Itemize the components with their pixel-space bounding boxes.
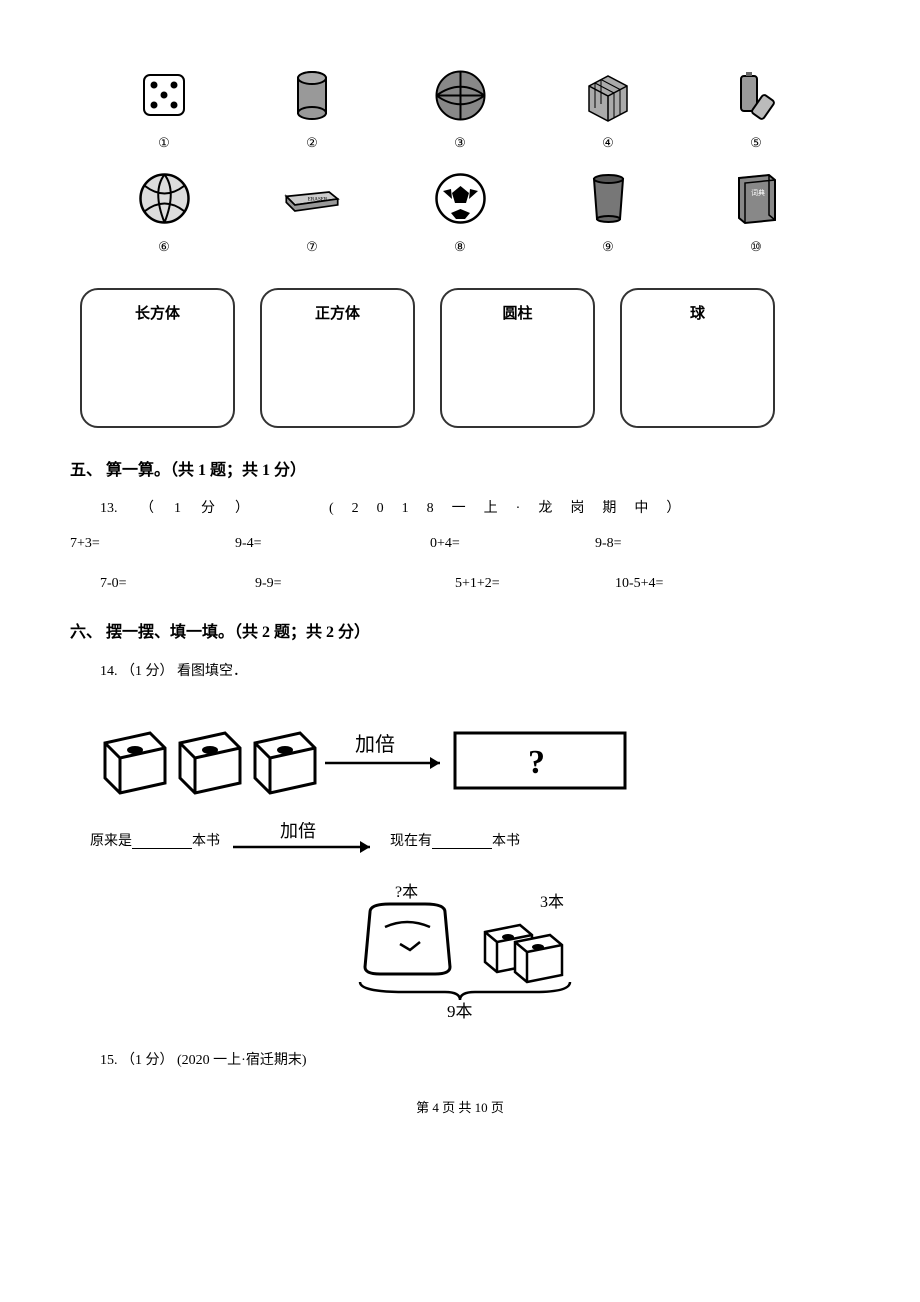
svg-text:3本: 3本 — [540, 893, 564, 911]
eraser-box-icon: ERASER — [282, 169, 342, 229]
batteries-icon — [726, 65, 786, 125]
section-6-header: 六、 摆一摆、填一填。（共 2 题；共 2 分） — [70, 620, 850, 646]
svg-text:加倍: 加倍 — [280, 822, 316, 841]
q14-figure-1: 加倍 ? — [90, 713, 850, 811]
q14-text-after2: 本书 — [492, 831, 520, 853]
shape-item-7: ERASER ⑦ — [267, 169, 357, 258]
calc-cell: 7+3= — [70, 533, 235, 555]
shapes-row-2: ⑥ ERASER ⑦ ⑧ ⑨ 词典 ⑩ — [70, 169, 850, 258]
double-label-text: 加倍 — [355, 733, 395, 756]
q13-source: (2018一上·龙岗期中） — [329, 498, 698, 520]
shape-label: ⑩ — [750, 237, 762, 258]
blank-field[interactable] — [432, 835, 492, 849]
shape-label: ③ — [454, 133, 466, 154]
shape-label: ② — [306, 133, 318, 154]
q14-text-before2: 现在有 — [390, 831, 432, 853]
shape-label: ⑤ — [750, 133, 762, 154]
q14-line: 14. （1 分） 看图填空． — [100, 661, 850, 683]
shape-label: ① — [158, 133, 170, 154]
shape-item-4: ④ — [563, 65, 653, 154]
q13-header-line: 13. （1分） (2018一上·龙岗期中） — [70, 498, 850, 520]
svg-text:?: ? — [528, 744, 545, 781]
shape-item-10: 词典 ⑩ — [711, 169, 801, 258]
shape-item-9: ⑨ — [563, 169, 653, 258]
shape-label: ⑦ — [306, 237, 318, 258]
calc-cell: 9-8= — [595, 533, 755, 555]
shape-item-8: ⑧ — [415, 169, 505, 258]
q14-text-before1: 原来是 — [90, 831, 132, 853]
dice-icon — [134, 65, 194, 125]
calc-cell: 7-0= — [70, 573, 255, 595]
q14-figure-2: ?本 3本 9本 — [70, 882, 850, 1030]
answer-box-cylinder: 圆柱 — [440, 288, 595, 428]
svg-text:?本: ?本 — [395, 883, 418, 901]
calc-row-2: 7-0= 9-9= 5+1+2= 10-5+4= — [70, 573, 850, 595]
svg-text:ERASER: ERASER — [308, 197, 328, 203]
rubiks-cube-icon — [578, 65, 638, 125]
shape-item-6: ⑥ — [119, 169, 209, 258]
cylinder-icon — [282, 65, 342, 125]
calc-row-1: 7+3= 9-4= 0+4= 9-8= — [70, 533, 850, 555]
shape-item-3: ③ — [415, 65, 505, 154]
q14-text-after1: 本书 — [192, 831, 220, 853]
calc-cell: 5+1+2= — [455, 573, 615, 595]
blank-field[interactable] — [132, 835, 192, 849]
svg-text:9本: 9本 — [447, 1002, 473, 1021]
basketball-icon — [430, 65, 490, 125]
q15-line: 15. （1 分） (2020 一上·宿迁期末) — [100, 1050, 850, 1072]
calc-cell: 9-9= — [255, 573, 455, 595]
shapes-row-1: ① ② ③ ④ ⑤ — [70, 65, 850, 154]
shape-label: ④ — [602, 133, 614, 154]
svg-text:词典: 词典 — [751, 188, 765, 197]
q13-points: （1分） — [140, 498, 269, 520]
calc-cell: 10-5+4= — [615, 573, 775, 595]
shape-item-5: ⑤ — [711, 65, 801, 154]
dictionary-icon: 词典 — [726, 169, 786, 229]
arrow-double-icon: 加倍 — [225, 822, 385, 862]
shape-item-2: ② — [267, 65, 357, 154]
soccer-ball-icon — [430, 169, 490, 229]
section-5-header: 五、 算一算。（共 1 题；共 1 分） — [70, 458, 850, 484]
q14-fill-line: 原来是 本书 加倍 现在有 本书 — [90, 822, 850, 862]
answer-boxes-row: 长方体 正方体 圆柱 球 — [80, 288, 840, 428]
shape-label: ⑨ — [602, 237, 614, 258]
answer-box-cuboid: 长方体 — [80, 288, 235, 428]
answer-box-sphere: 球 — [620, 288, 775, 428]
calc-cell: 0+4= — [430, 533, 595, 555]
calc-cell: 9-4= — [235, 533, 430, 555]
volleyball-icon — [134, 169, 194, 229]
page-footer: 第 4 页 共 10 页 — [70, 1098, 850, 1119]
shape-label: ⑧ — [454, 237, 466, 258]
shape-label: ⑥ — [158, 237, 170, 258]
shape-item-1: ① — [119, 65, 209, 154]
cup-icon — [578, 169, 638, 229]
answer-box-cube: 正方体 — [260, 288, 415, 428]
q13-number: 13. — [70, 498, 140, 520]
